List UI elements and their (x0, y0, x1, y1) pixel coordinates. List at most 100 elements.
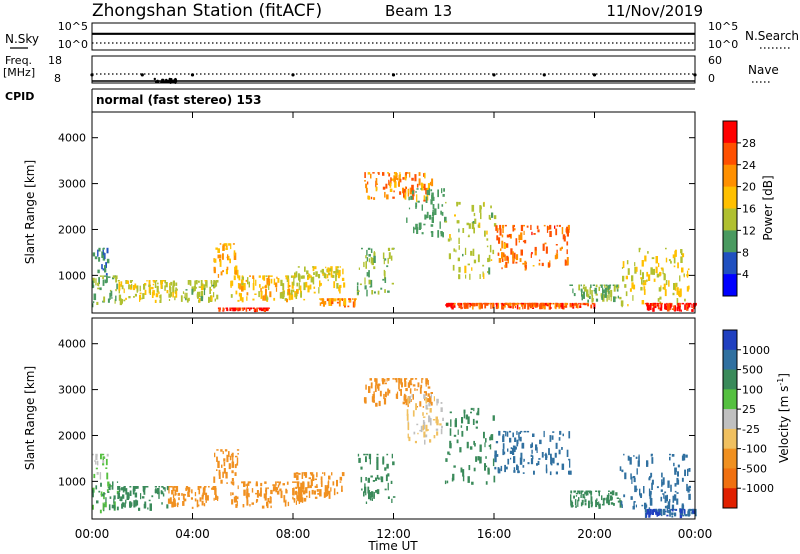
range-cell (332, 274, 335, 278)
range-cell (680, 508, 683, 514)
range-cell (607, 286, 609, 291)
range-cell (422, 406, 425, 408)
range-cell (625, 275, 628, 280)
range-cell (388, 173, 391, 177)
range-cell (352, 298, 354, 300)
range-cell (478, 303, 481, 309)
range-cell (513, 224, 515, 227)
range-cell (403, 393, 406, 400)
range-cell (426, 190, 429, 195)
range-cell (483, 431, 485, 439)
range-cell (329, 298, 331, 306)
range-cell (453, 302, 456, 305)
range-cell (621, 469, 624, 473)
range-cell (383, 259, 385, 265)
range-cell (232, 307, 234, 312)
range-cell (181, 493, 183, 496)
range-cell (339, 298, 342, 301)
range-cell (585, 302, 588, 305)
range-cell (237, 496, 239, 500)
range-cell (446, 303, 449, 308)
range-cell (402, 187, 405, 194)
range-cell (96, 472, 99, 475)
range-cell (197, 291, 200, 299)
range-cell (118, 486, 121, 493)
range-cell (539, 439, 542, 445)
range-cell (208, 486, 210, 488)
range-cell (595, 284, 598, 288)
range-cell (295, 292, 298, 299)
range-cell (434, 208, 437, 215)
range-cell (398, 389, 401, 392)
range-cell (484, 442, 486, 448)
range-cell (98, 277, 100, 285)
range-cell (370, 382, 373, 389)
range-cell (544, 242, 547, 245)
range-cell (367, 486, 370, 494)
range-cell (496, 454, 499, 457)
range-cell (279, 481, 281, 484)
range-cell (574, 303, 577, 306)
range-cell (445, 422, 449, 426)
range-cell (580, 494, 582, 498)
range-cell (409, 382, 412, 386)
range-cell (583, 291, 585, 299)
range-cell (651, 302, 654, 307)
range-cell (278, 482, 281, 486)
x-tick-label: 12:00 (376, 527, 411, 541)
range-cell (519, 436, 522, 442)
range-cell (102, 460, 105, 463)
range-cell (470, 250, 473, 256)
range-cell (117, 492, 120, 499)
range-cell (483, 273, 485, 279)
range-cell (566, 249, 568, 255)
range-cell (348, 298, 351, 303)
range-cell (237, 453, 239, 455)
range-cell (377, 384, 380, 389)
power-colorbar-tick-label: 16 (742, 203, 756, 216)
range-cell (608, 284, 611, 289)
range-cell (556, 224, 558, 227)
range-cell (479, 205, 482, 213)
range-cell (295, 500, 297, 505)
freq-point (168, 77, 171, 81)
range-cell (517, 470, 520, 474)
range-cell (602, 292, 604, 296)
range-cell (469, 446, 473, 450)
range-cell (161, 502, 163, 505)
range-cell (447, 451, 450, 455)
range-cell (606, 497, 609, 504)
range-cell (435, 416, 438, 424)
range-cell (513, 467, 516, 471)
range-cell (440, 428, 443, 435)
range-cell (406, 409, 409, 416)
velocity-colorbar-tick-label: 1000 (742, 344, 770, 357)
range-cell (214, 486, 217, 491)
range-cell (579, 302, 582, 306)
range-cell (577, 490, 580, 493)
range-cell (507, 304, 510, 308)
range-cell (365, 456, 367, 463)
range-cell (568, 458, 571, 461)
freq-traces (90, 73, 697, 85)
range-cell (377, 477, 380, 480)
freq-point (153, 77, 156, 81)
range-cell (277, 484, 280, 488)
range-cell (300, 276, 304, 279)
range-cell (264, 307, 266, 312)
range-cell (368, 270, 370, 278)
range-cell (265, 275, 268, 277)
range-cell (420, 188, 422, 190)
range-cell (361, 247, 363, 250)
range-cell (371, 498, 373, 501)
range-cell (627, 455, 630, 461)
velocity-ylabel: Slant Range [km] (23, 366, 37, 470)
range-cell (336, 271, 338, 275)
range-cell (97, 460, 99, 466)
range-cell (339, 266, 341, 268)
range-cell (421, 378, 423, 384)
range-cell (546, 225, 549, 233)
range-cell (617, 284, 620, 289)
range-cell (158, 486, 161, 488)
range-cell (653, 302, 656, 306)
